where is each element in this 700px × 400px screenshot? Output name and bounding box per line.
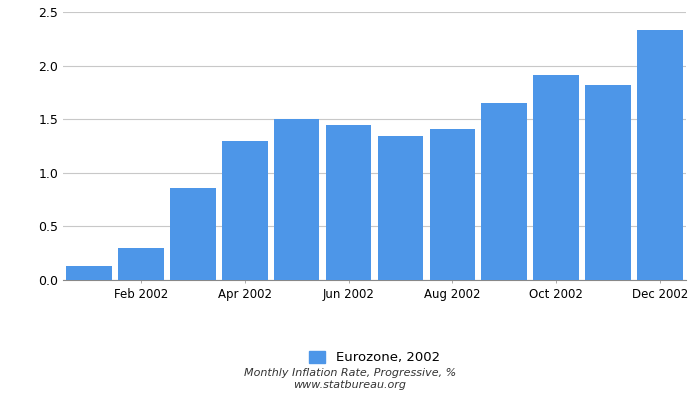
Bar: [170, 188, 216, 280]
Bar: [66, 266, 112, 280]
Bar: [482, 103, 527, 280]
Bar: [585, 85, 631, 280]
Text: Monthly Inflation Rate, Progressive, %: Monthly Inflation Rate, Progressive, %: [244, 368, 456, 378]
Bar: [326, 124, 372, 280]
Bar: [222, 141, 267, 280]
Bar: [377, 136, 424, 280]
Bar: [637, 30, 683, 280]
Text: www.statbureau.org: www.statbureau.org: [293, 380, 407, 390]
Bar: [430, 129, 475, 280]
Legend: Eurozone, 2002: Eurozone, 2002: [304, 346, 445, 370]
Bar: [118, 248, 164, 280]
Bar: [533, 75, 579, 280]
Bar: [274, 119, 319, 280]
